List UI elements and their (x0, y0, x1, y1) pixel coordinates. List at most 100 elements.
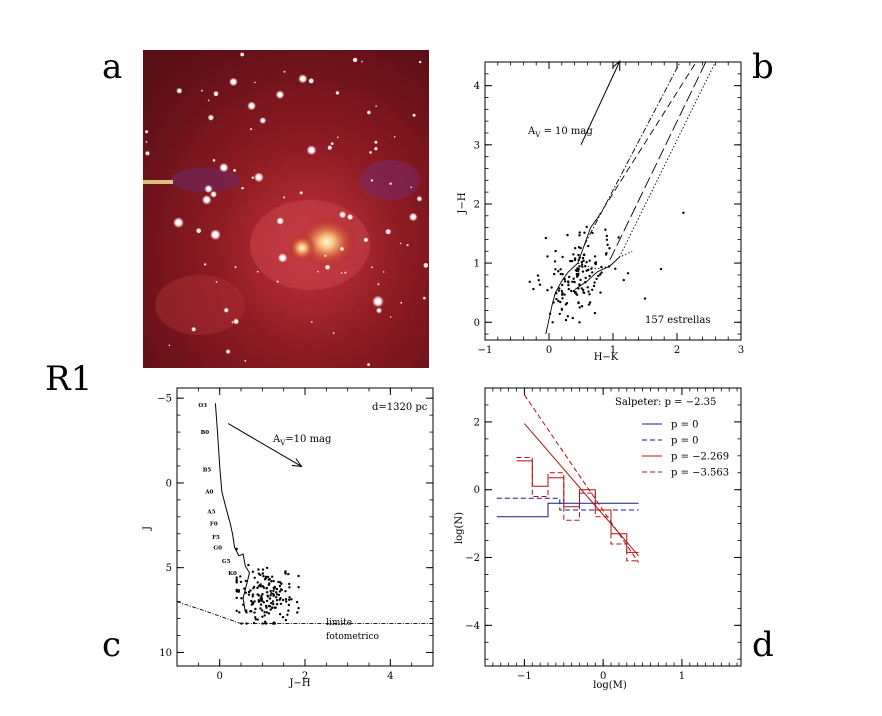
axis-ticks: −1 0 1 −4 −2 0 2 (465, 388, 741, 682)
data-point (582, 291, 585, 294)
data-point (575, 272, 579, 276)
star (204, 184, 213, 193)
data-point (261, 599, 264, 603)
data-point (251, 595, 254, 598)
star (372, 295, 384, 308)
track-line (609, 61, 707, 261)
spectral-type-label: F5 (212, 535, 220, 541)
star (399, 242, 402, 245)
data-point (548, 312, 552, 315)
data-point (257, 585, 260, 588)
track-line (583, 61, 681, 246)
star (340, 247, 344, 251)
y-axis-label: log(N) (454, 512, 465, 544)
data-point (559, 300, 562, 304)
star (201, 195, 212, 205)
data-point (264, 604, 268, 608)
data-point (555, 292, 558, 295)
data-point (558, 287, 561, 290)
data-point (571, 280, 574, 283)
data-point (537, 279, 540, 282)
data-point (267, 578, 270, 581)
data-point (267, 612, 271, 615)
data-point (587, 244, 590, 248)
data-point (240, 622, 243, 625)
star (317, 270, 319, 273)
data-point (600, 271, 603, 274)
data-point (254, 618, 257, 621)
data-point (272, 579, 275, 583)
data-point (584, 276, 587, 280)
data-point (582, 259, 585, 262)
star (231, 321, 234, 324)
data-point (583, 231, 586, 234)
data-point (261, 585, 265, 588)
nebula-purple (360, 160, 420, 200)
data-point (585, 261, 588, 264)
data-point (582, 288, 585, 292)
spectral-type-label: O3 (198, 403, 207, 409)
data-point (583, 253, 586, 256)
data-point (577, 301, 580, 305)
star (374, 147, 378, 151)
y-tick-label: 1 (474, 259, 480, 270)
data-point (567, 287, 570, 291)
star (339, 211, 347, 219)
spectral-type-label: G0 (213, 545, 222, 551)
data-point (253, 600, 256, 603)
data-point (253, 611, 256, 614)
data-point (591, 231, 594, 235)
star (225, 349, 231, 355)
data-point (580, 263, 584, 266)
y-tick-label: 5 (166, 563, 172, 574)
star (176, 87, 183, 94)
panel-label-a: a (102, 47, 123, 87)
spectral-type-label: K0 (228, 571, 237, 577)
sequence-lines (176, 403, 433, 625)
data-point (287, 572, 290, 576)
data-point (288, 596, 291, 599)
color-magnitude-diagram: 0 2 4 −5 0 5 10 O3 B0 B5 A0 A5 F0 F5 G0 G5 K0 d=1320 pc… (142, 387, 434, 689)
axis-ticks: 0 2 4 −5 0 5 10 (157, 388, 434, 682)
data-point (578, 231, 581, 234)
data-point (239, 580, 243, 584)
color-color-diagram: −1 0 1 2 3 0 1 2 3 4 AV = 10 mag 157 estrellas H−… (457, 62, 744, 363)
series-histogram (516, 460, 639, 553)
data-point (564, 318, 568, 322)
data-point (270, 580, 273, 583)
star (325, 265, 330, 270)
data-point (235, 576, 238, 579)
data-point (287, 603, 291, 607)
data-point (245, 622, 248, 625)
data-point (626, 272, 630, 275)
legend-label: p = −3.563 (671, 468, 729, 479)
data-point (284, 590, 287, 593)
data-point (554, 268, 557, 271)
data-point (259, 603, 263, 606)
data-point (588, 259, 591, 262)
star (327, 145, 332, 150)
data-point (261, 622, 264, 625)
infrared-image (143, 50, 429, 368)
data-point (551, 321, 554, 324)
track-line (545, 218, 598, 335)
data-point (600, 265, 603, 269)
data-point (266, 591, 269, 594)
data-point (272, 589, 275, 592)
star (393, 136, 396, 138)
star (247, 101, 256, 111)
data-point (578, 256, 581, 259)
data-point (546, 255, 549, 258)
data-point (573, 258, 577, 262)
legend: p = 0 p = 0 p = −2.269 p = −3.563 (642, 420, 729, 479)
x-tick-label: 2 (674, 345, 680, 356)
star (335, 91, 340, 95)
panel-label-c: c (102, 625, 122, 665)
star (213, 91, 219, 96)
data-point (261, 593, 264, 596)
data-point (593, 255, 597, 258)
data-point (593, 281, 596, 284)
data-point (297, 586, 300, 589)
data-point (242, 603, 245, 606)
